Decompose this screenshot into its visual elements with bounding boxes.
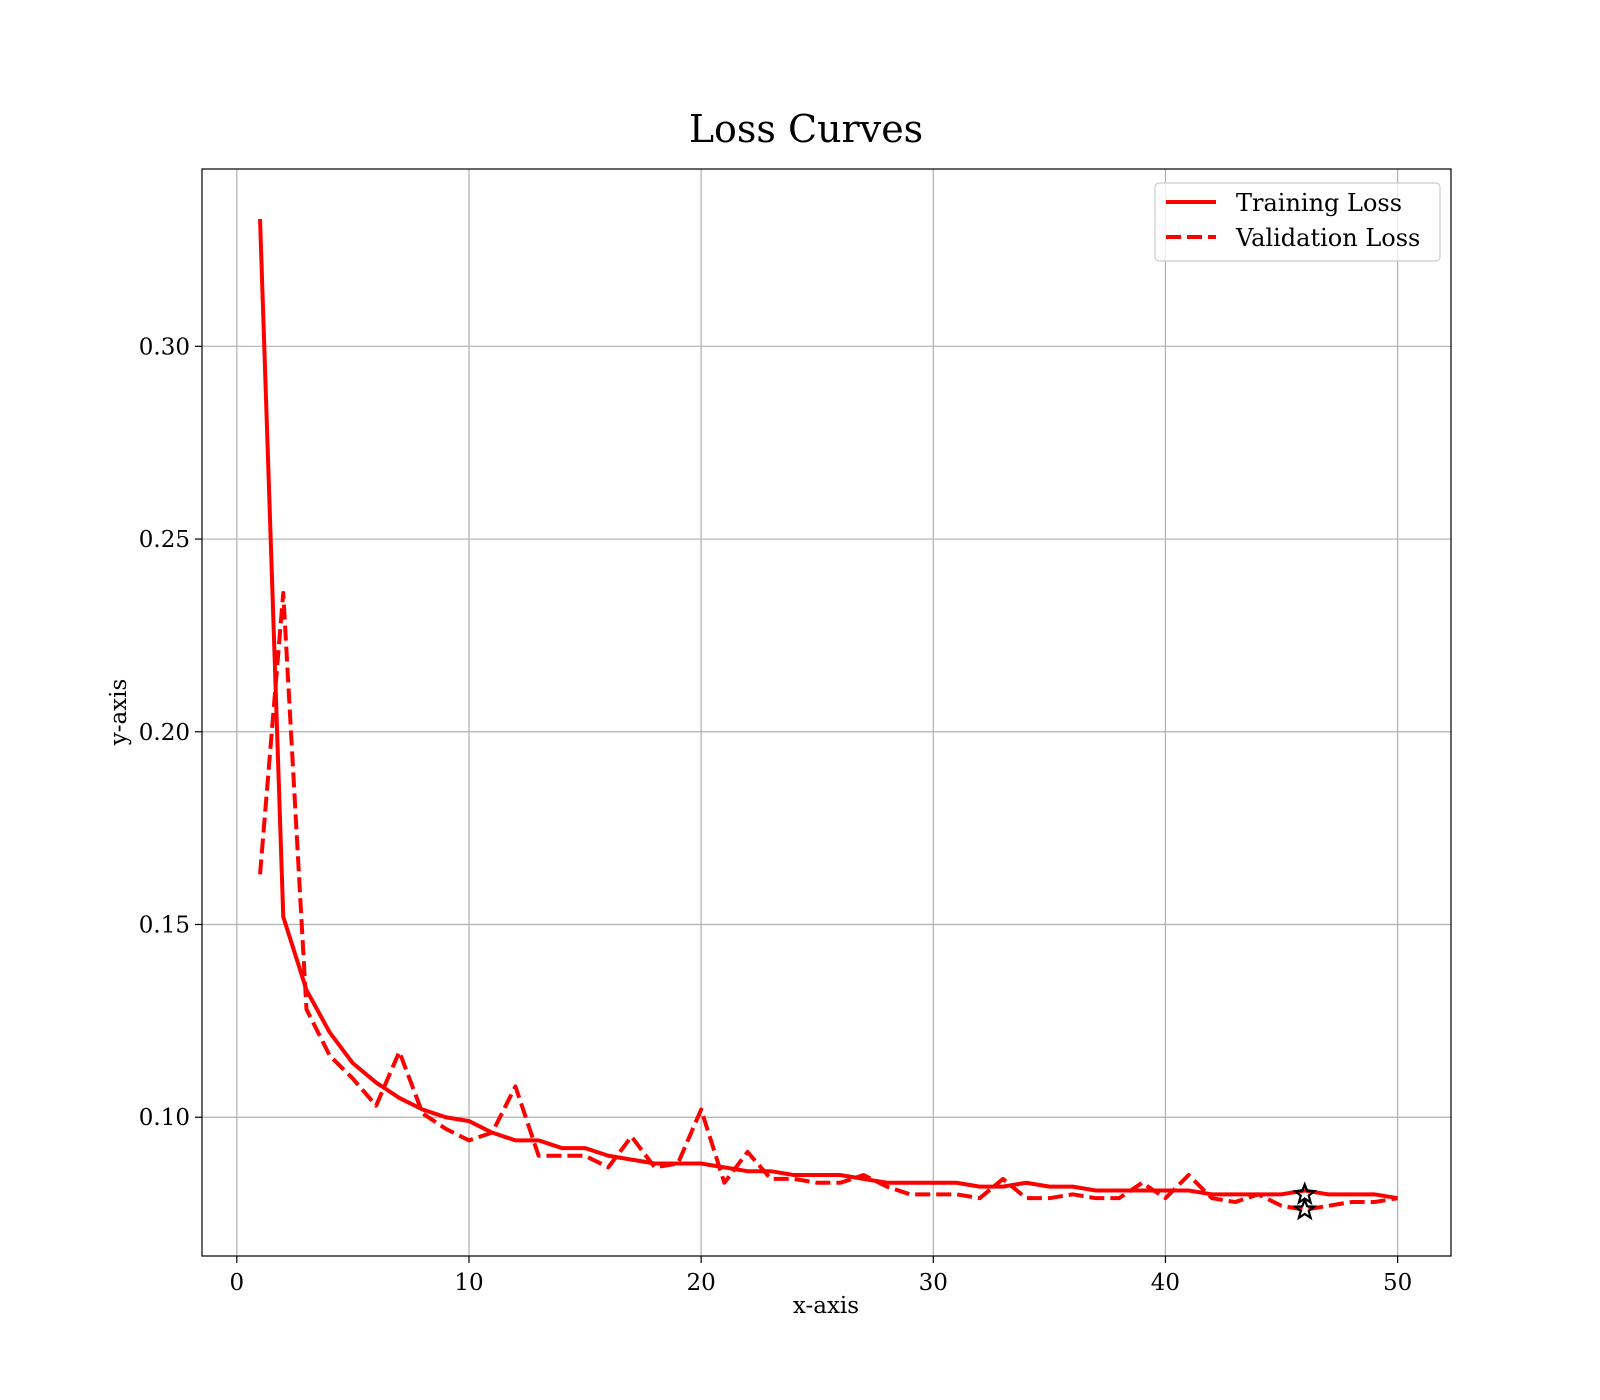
- training-loss-line: [258, 219, 1398, 1201]
- x-tick-label: 0: [230, 1270, 245, 1296]
- validation-loss-line: [258, 591, 1398, 1212]
- legend-training-label: Training Loss: [1236, 189, 1402, 217]
- x-tick-label: 30: [919, 1270, 948, 1296]
- legend-validation-label: Validation Loss: [1235, 224, 1420, 252]
- x-tick-label: 20: [686, 1270, 715, 1296]
- x-tick-label: 40: [1151, 1270, 1180, 1296]
- grid-lines: [202, 169, 1451, 1256]
- y-tick-label: 0.10: [139, 1105, 190, 1131]
- legend: Training Loss Validation Loss: [1154, 182, 1441, 262]
- y-tick-label: 0.20: [139, 720, 190, 746]
- x-tick-label: 50: [1383, 1270, 1412, 1296]
- x-axis-label: x-axis: [793, 1293, 859, 1319]
- y-axis-label: y-axis: [106, 679, 132, 747]
- plot-frame: [201, 168, 1452, 1257]
- tick-layer: 0 10 20 30 40 50 0.10 0.15 0.20 0.25 0.30: [139, 334, 1412, 1296]
- star-marker: [1292, 1196, 1318, 1221]
- x-tick-label: 10: [454, 1270, 483, 1296]
- legend-box: [1154, 182, 1441, 262]
- y-tick-label: 0.30: [139, 334, 190, 360]
- series-layer: [258, 219, 1398, 1212]
- y-tick-label: 0.25: [139, 527, 190, 553]
- y-tick-label: 0.15: [139, 913, 190, 939]
- chart-title: Loss Curves: [689, 107, 923, 151]
- marker-layer: [1292, 1181, 1318, 1221]
